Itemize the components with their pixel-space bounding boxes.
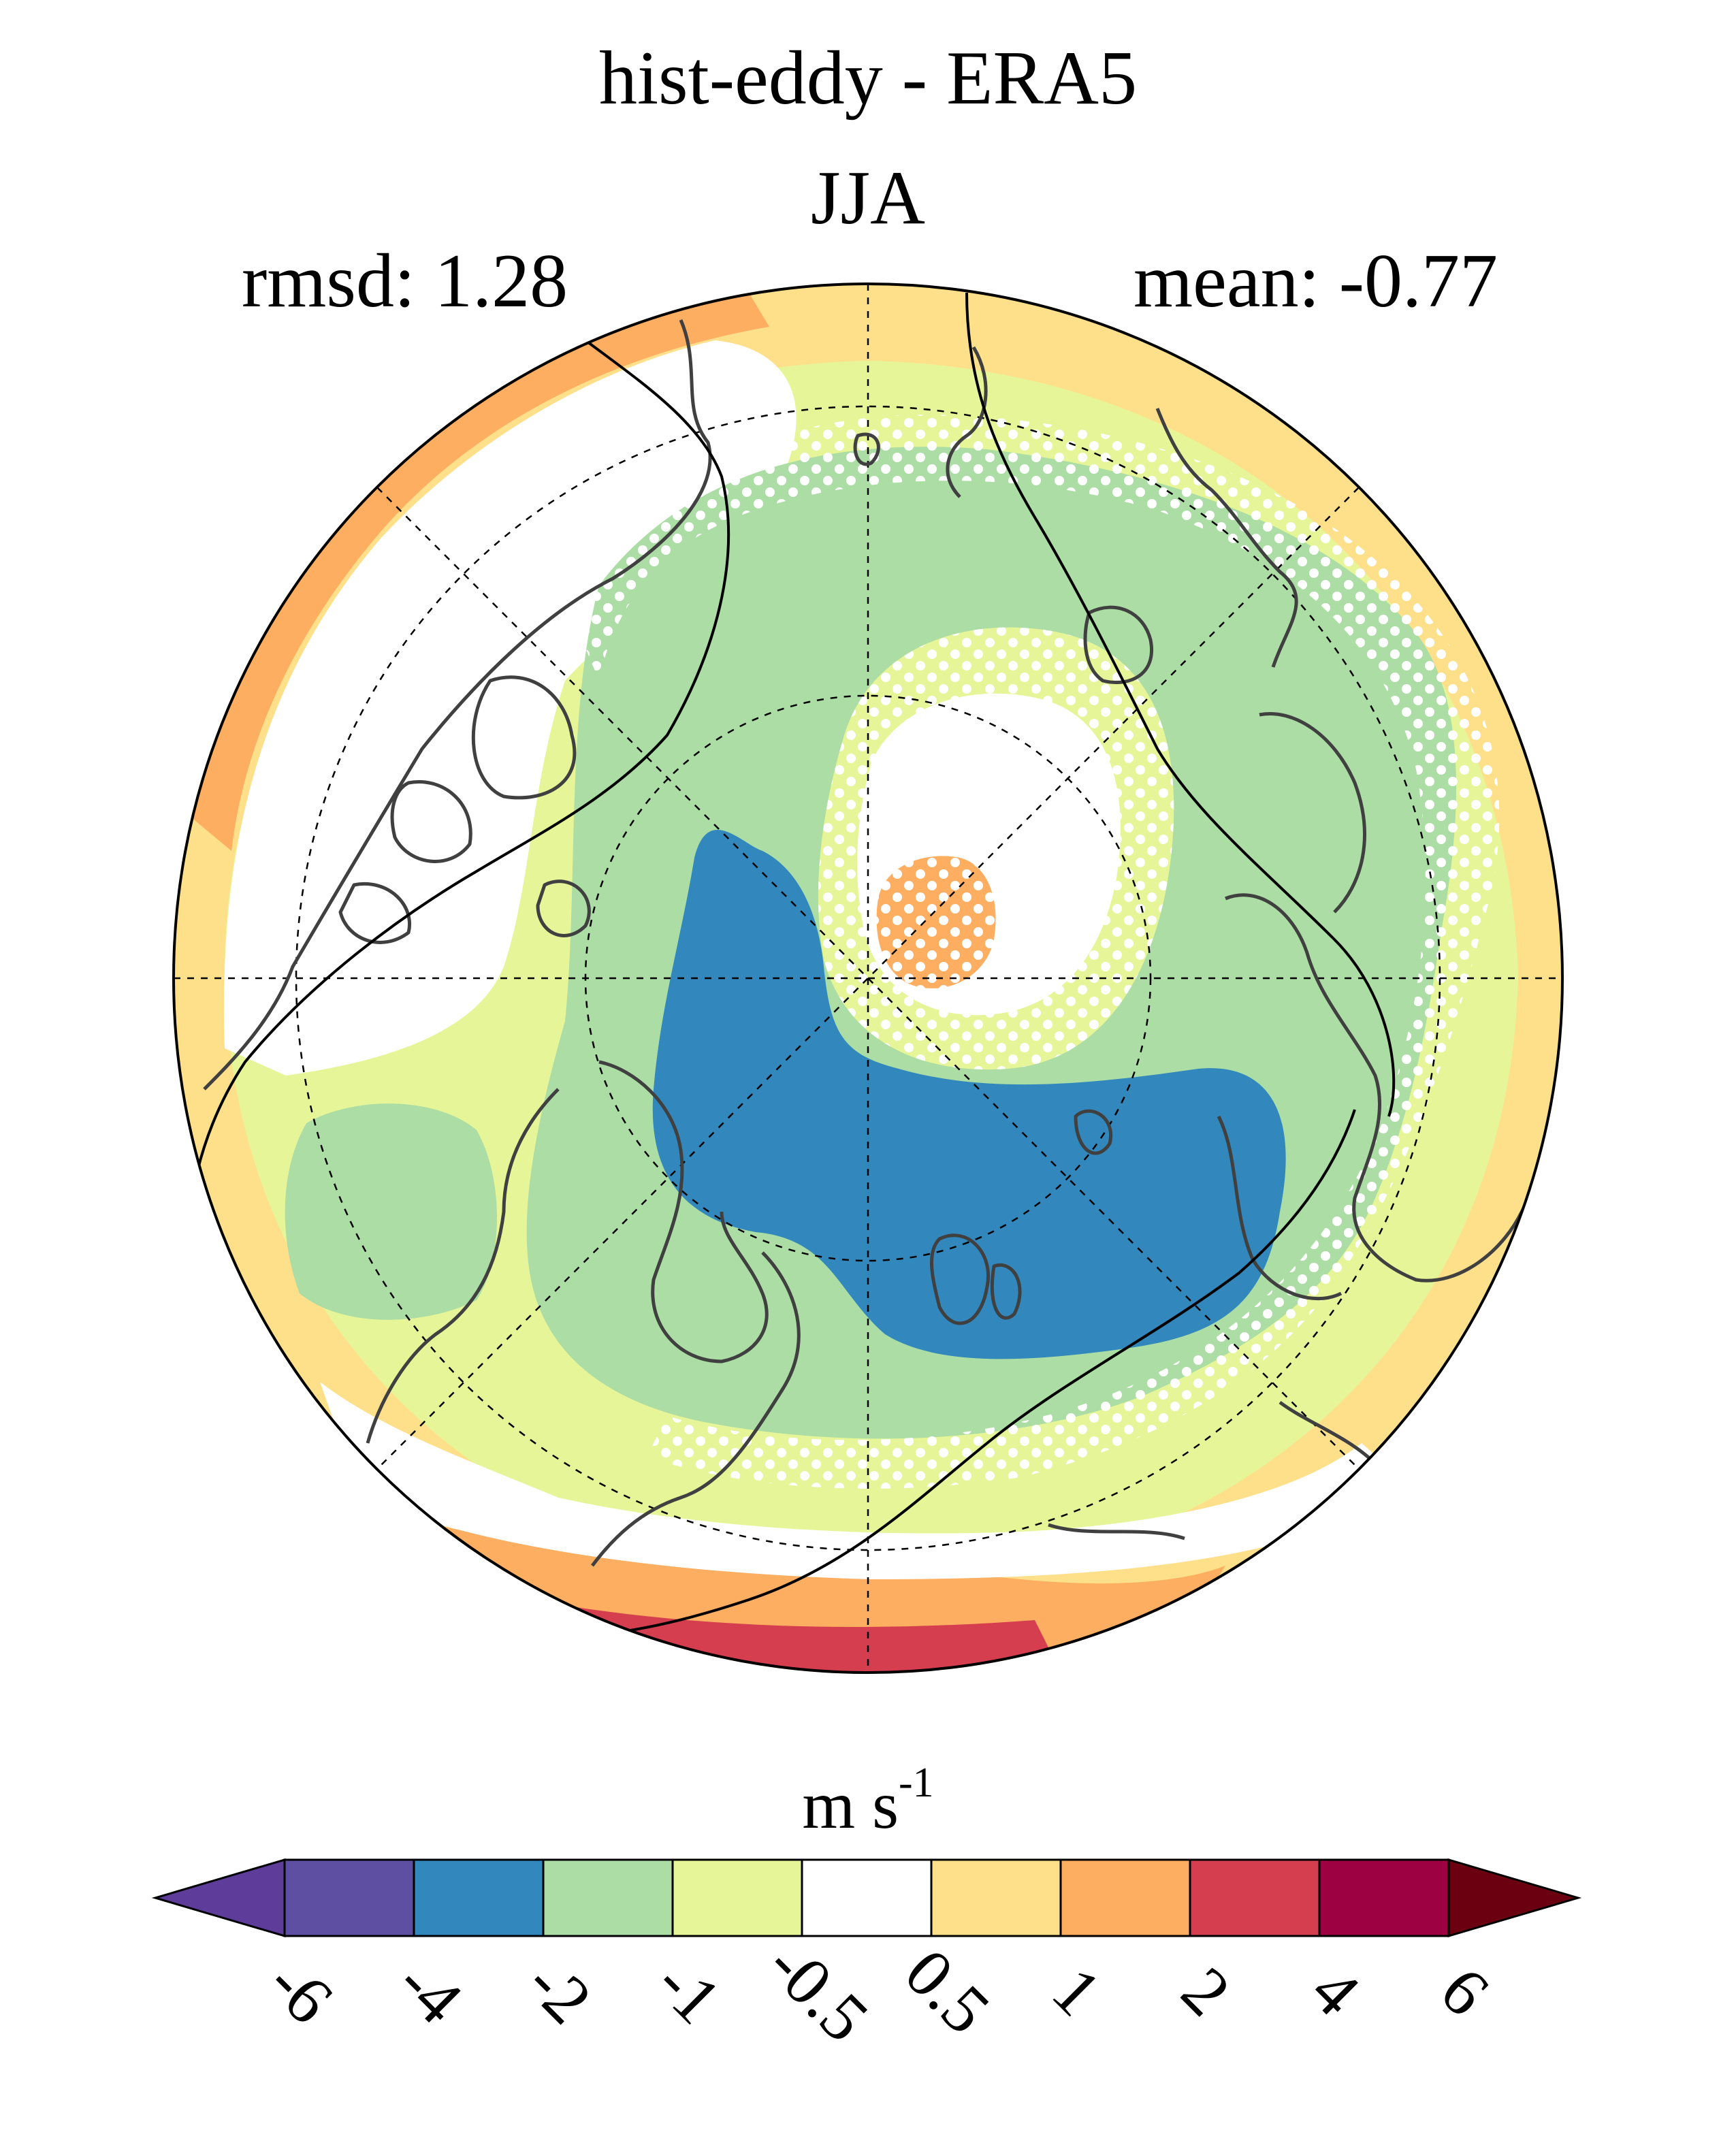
map-title: hist-eddy - ERA5 xyxy=(599,36,1137,120)
colorbar-unit-exp: -1 xyxy=(899,1760,934,1806)
colorbar-tick-label: 2 xyxy=(1168,1952,1245,2030)
colorbar-left-arrow xyxy=(151,1858,286,1938)
season-label: JJA xyxy=(811,156,925,240)
colorbar-cell xyxy=(801,1858,933,1937)
map-border xyxy=(172,283,1564,1674)
colorbar-tick-label: 6 xyxy=(1426,1952,1504,2030)
colorbar-tick-label: -6 xyxy=(254,1945,347,2038)
colorbar-cell xyxy=(283,1858,415,1937)
stipple-center xyxy=(858,844,1003,995)
mean-label: mean: -0.77 xyxy=(1134,239,1498,323)
contour-lines xyxy=(196,292,1396,1638)
colorbar-tick-label: -0.5 xyxy=(753,1926,882,2056)
field-blue-core xyxy=(652,830,1286,1359)
colorbar-cell xyxy=(671,1858,803,1937)
colorbar-tick-label: 0.5 xyxy=(890,1935,1004,2048)
colorbar-right-arrow xyxy=(1447,1858,1582,1938)
stipple-significance xyxy=(565,415,1500,1489)
colorbar-unit-base: m s xyxy=(802,1767,899,1843)
colorbar-cell xyxy=(930,1858,1062,1937)
graticule xyxy=(174,284,1562,1673)
colorbar-cell xyxy=(413,1858,545,1937)
colorbar-cell xyxy=(1189,1858,1321,1937)
colorbar-cell xyxy=(1059,1858,1191,1937)
coastlines xyxy=(203,319,1527,1567)
colorbar-cell xyxy=(542,1858,674,1937)
colorbar-tick-label: 1 xyxy=(1038,1952,1116,2030)
colorbar-tick-label: 4 xyxy=(1297,1952,1375,2030)
field-white-south xyxy=(320,1382,1416,1579)
colorbar-tick-label: -1 xyxy=(642,1945,735,2038)
colorbar-tick-label: -4 xyxy=(383,1945,477,2038)
colorbar-cell xyxy=(1318,1858,1450,1937)
colorbar: m s-1 -6 -4 -2 -1 -0.5 0.5 1 2 4 6 xyxy=(151,1760,1582,2056)
colorbar-tick-label: -2 xyxy=(513,1945,606,2038)
rmsd-label: rmsd: 1.28 xyxy=(242,239,568,323)
field-green-west-lobe xyxy=(285,1103,497,1320)
colorbar-unit: m s-1 xyxy=(802,1760,933,1843)
